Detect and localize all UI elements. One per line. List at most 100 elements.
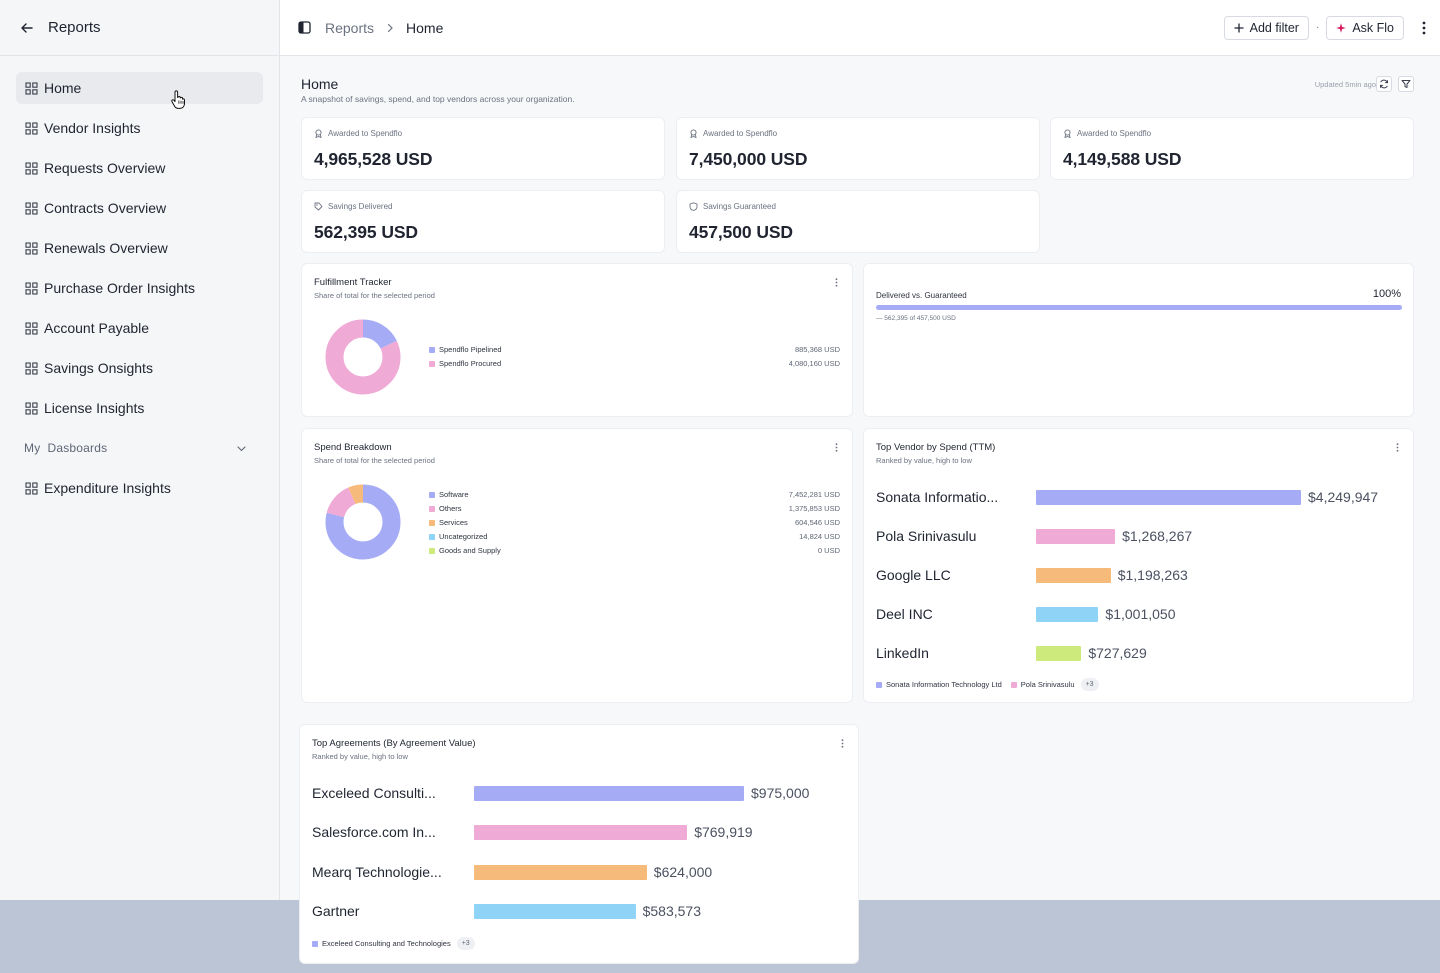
bar-label: Exceleed Consulti...	[312, 785, 436, 801]
bar-value-label: $1,198,263	[1117, 567, 1188, 583]
stat-label: Savings Delivered	[314, 202, 392, 211]
bar-value-label: $1,001,050	[1105, 606, 1176, 622]
pie-slice-spendflo-procured[interactable]	[325, 319, 401, 395]
legend-item: Spendflo Procured	[429, 359, 501, 368]
breadcrumb-root[interactable]: Reports	[325, 19, 375, 36]
stat-value: 7,450,000 USD	[689, 149, 808, 169]
back-arrow-icon[interactable]	[20, 21, 34, 35]
spend-breakdown-card: Spend Breakdown Share of total for the s…	[301, 428, 853, 703]
chart-legend: Exceleed Consulting and Technologies +3	[312, 937, 475, 950]
stat-label-text: Savings Guaranteed	[703, 202, 776, 211]
progress-detail: — 562,395 of 457,500 USD	[876, 315, 956, 322]
fulfillment-tracker-card: Fulfillment Tracker Share of total for t…	[301, 263, 853, 417]
sidebar-item-vendor-insights[interactable]: Vendor Insights	[16, 112, 263, 144]
grid-icon	[25, 281, 38, 295]
grid-icon	[25, 121, 38, 135]
top-agreements-card: Top Agreements (By Agreement Value) Rank…	[299, 724, 859, 964]
legend-label: Services	[439, 518, 468, 527]
legend-label: Pola Srinivasulu	[1020, 680, 1075, 689]
legend-more-chip[interactable]: +3	[456, 937, 475, 950]
legend-value: 14,824 USD	[799, 532, 840, 541]
more-vertical-icon[interactable]	[1396, 443, 1399, 452]
main-content: Home A snapshot of savings, spend, and t…	[280, 56, 1440, 964]
more-vertical-icon[interactable]	[841, 739, 844, 748]
more-vertical-icon[interactable]	[835, 278, 838, 287]
bar-gartner[interactable]	[474, 903, 636, 919]
legend-swatch	[429, 533, 435, 540]
more-vertical-icon[interactable]	[835, 443, 838, 452]
bar-sonata-informatio[interactable]	[1036, 490, 1301, 505]
legend-item: Services	[429, 518, 468, 527]
chevron-down-icon[interactable]	[236, 443, 247, 454]
legend-swatch	[1010, 681, 1017, 688]
separator-dot: ·	[1315, 22, 1320, 33]
bar-linkedin[interactable]	[1036, 646, 1082, 661]
sidebar-item-label: Account Payable	[44, 320, 150, 336]
bar-google-llc[interactable]	[1036, 568, 1111, 583]
grid-icon	[25, 241, 38, 255]
sidebar-item-contracts-overview[interactable]: Contracts Overview	[16, 192, 263, 224]
bar-exceleed-consulti[interactable]	[474, 786, 744, 801]
ask-flo-label: Ask Flo	[1352, 20, 1394, 35]
bar-mearq-technologie[interactable]	[474, 864, 647, 880]
card-subtitle: Share of total for the selected period	[314, 456, 435, 465]
filter-button[interactable]	[1398, 76, 1414, 92]
legend-value: 0 USD	[817, 546, 840, 555]
ask-flo-button[interactable]: Ask Flo	[1326, 15, 1404, 40]
stat-label-text: Awarded to Spendflo	[328, 129, 403, 138]
legend-more-chip[interactable]: +3	[1080, 678, 1099, 691]
sparkle-icon	[1336, 22, 1347, 33]
legend-label: Exceleed Consulting and Technologies	[322, 939, 451, 948]
bar-salesforce-com-in[interactable]	[474, 825, 688, 841]
legend-swatch	[312, 940, 318, 947]
sidebar-item-expenditure-insights[interactable]: Expenditure Insights	[16, 472, 263, 504]
fulfillment-donut-chart	[325, 319, 401, 395]
card-subtitle: Ranked by value, high to low	[312, 752, 408, 761]
legend-value: 885,368 USD	[794, 345, 840, 354]
more-vertical-icon[interactable]	[1422, 21, 1426, 35]
bar-label: LinkedIn	[876, 645, 929, 661]
chevron-right-icon	[387, 23, 393, 32]
legend-label: Spendflo Pipelined	[439, 345, 502, 354]
sidebar-item-label: Savings Onsights	[44, 360, 153, 376]
award-icon	[315, 129, 322, 138]
progress-fill	[876, 305, 1402, 310]
grid-icon	[25, 81, 38, 95]
legend-label: Uncategorized	[439, 532, 488, 541]
sidebar-item-label: Vendor Insights	[44, 120, 141, 136]
bar-deel-inc[interactable]	[1036, 607, 1099, 622]
sidebar-item-home[interactable]: Home	[16, 72, 263, 104]
sidebar-item-label: Expenditure Insights	[44, 480, 171, 496]
sidebar-item-savings-onsights[interactable]: Savings Onsights	[16, 352, 263, 384]
legend-label: Sonata Information Technology Ltd	[886, 680, 1002, 689]
hand-cursor-icon	[171, 90, 185, 109]
sidebar-item-license-insights[interactable]: License Insights	[16, 392, 263, 424]
bar-value-label: $975,000	[751, 785, 810, 801]
grid-icon	[25, 401, 38, 415]
pie-slice-services[interactable]	[325, 484, 401, 560]
sidebar-item-purchase-order-insights[interactable]: Purchase Order Insights	[16, 272, 263, 304]
sidebar-item-account-payable[interactable]: Account Payable	[16, 312, 263, 344]
progress-label: Delivered vs. Guaranteed	[876, 291, 967, 300]
award-icon	[1064, 129, 1071, 138]
legend-swatch	[429, 360, 435, 367]
sidebar-title: Reports	[48, 19, 101, 36]
stat-card-awarded: Awarded to Spendflo 4,965,528 USD	[301, 117, 665, 180]
add-filter-button[interactable]: Add filter	[1223, 15, 1309, 40]
sidebar-item-requests-overview[interactable]: Requests Overview	[16, 152, 263, 184]
refresh-button[interactable]	[1376, 76, 1392, 92]
bar-pola-srinivasulu[interactable]	[1036, 529, 1116, 544]
sidebar-item-renewals-overview[interactable]: Renewals Overview	[16, 232, 263, 264]
stat-label-text: Awarded to Spendflo	[703, 129, 778, 138]
sidebar: Reports Home Vendor Insights Requests Ov…	[0, 0, 280, 900]
my-dashboards-section[interactable]: My Dasboards	[16, 432, 263, 464]
bar-value-label: $583,573	[642, 902, 701, 919]
delivered-vs-guaranteed-card: Delivered vs. Guaranteed 100% — 562,395 …	[863, 263, 1414, 417]
stat-card-savings-guaranteed: Savings Guaranteed 457,500 USD	[676, 190, 1040, 253]
sidebar-item-label: Purchase Order Insights	[44, 280, 195, 296]
legend-label: Software	[439, 490, 469, 499]
sidebar-toggle-icon[interactable]	[298, 21, 311, 34]
topbar-actions: Add filter · Ask Flo	[1223, 15, 1426, 40]
sidebar-item-label: Renewals Overview	[44, 240, 168, 256]
refresh-icon	[1380, 79, 1388, 89]
